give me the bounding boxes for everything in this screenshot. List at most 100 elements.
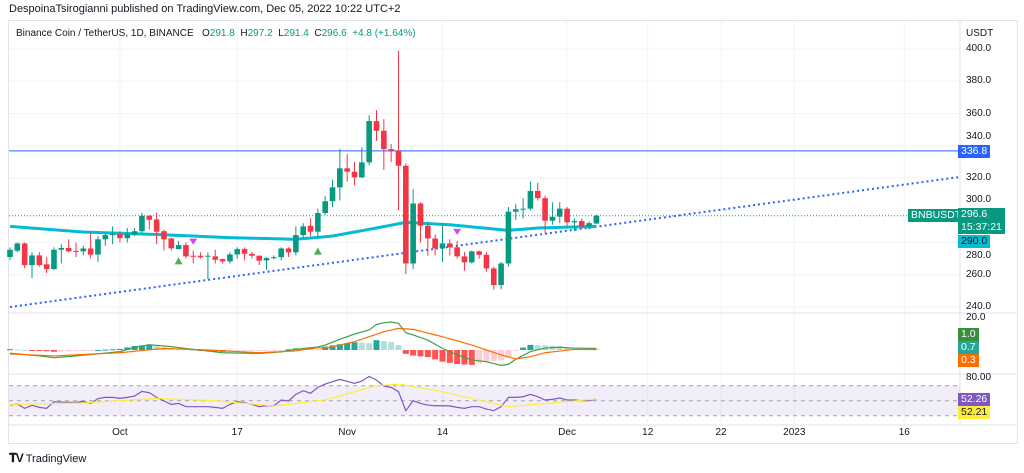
candle-body: [344, 168, 350, 172]
candle-body: [432, 238, 438, 249]
macd-histogram-bar: [28, 350, 35, 351]
signal-line: [9, 327, 597, 360]
candle-body: [395, 150, 402, 166]
time-tick-label: Nov: [338, 427, 357, 438]
open-label: O: [202, 28, 210, 39]
symbol-name: Binance Coin / TetherUS, 1D, BINANCE: [16, 28, 194, 39]
macd-histogram-bar: [373, 340, 380, 350]
macd-histogram-bar: [190, 349, 197, 351]
candle-body: [161, 231, 167, 240]
time-tick-label: 17: [231, 427, 243, 438]
candle-body: [351, 171, 358, 178]
candle-body: [549, 216, 556, 221]
macd-axis-top: 20.0: [966, 312, 986, 323]
candle-body: [205, 255, 211, 257]
candle-body: [65, 247, 72, 252]
candle-body: [197, 255, 204, 258]
low-label: L: [278, 28, 284, 39]
time-tick-label: 22: [715, 427, 727, 438]
time-tick-label: 12: [642, 427, 654, 438]
macd-histogram-bar: [468, 350, 475, 365]
open-value: 291.8: [209, 28, 235, 39]
candle-body: [425, 225, 431, 239]
time-tick-label: 14: [436, 427, 449, 438]
macd-histogram-bar: [358, 342, 365, 350]
candle-body: [315, 212, 321, 232]
candle-body: [102, 235, 109, 240]
candle-body: [183, 245, 189, 257]
candle-body: [95, 239, 101, 255]
ema-price-tag: 290.0: [958, 235, 991, 248]
close-value: 296.6: [321, 28, 347, 39]
tv-logo-icon: 𝐓V: [9, 451, 24, 465]
time-tick-label: 2023: [783, 427, 806, 438]
candle-body: [373, 121, 380, 131]
price-tick-label: 380.0: [966, 75, 992, 87]
signal-value-tag: 0.3: [958, 354, 979, 367]
candle-body: [366, 121, 372, 163]
macd-histogram-bar: [380, 341, 387, 350]
sell-signal-triangle: [189, 238, 198, 245]
symbol-legend: Binance Coin / TetherUS, 1D, BINANCE O29…: [16, 28, 416, 39]
macd-line: [9, 321, 597, 366]
candle-body: [476, 251, 482, 255]
candle-body: [7, 249, 13, 258]
candle-body: [403, 165, 409, 264]
macd-histogram-bar: [36, 350, 43, 351]
macd-histogram-bar: [520, 347, 527, 350]
candle-body: [87, 248, 94, 255]
footer-brand: TradingView: [25, 452, 87, 465]
high-value: 297.2: [247, 28, 273, 39]
macd-histogram-bar: [278, 350, 285, 351]
candle-body: [468, 251, 475, 263]
macd-histogram-bar: [564, 347, 571, 350]
chart-frame[interactable]: [8, 20, 1018, 444]
rsi-value-tag: 52.26: [958, 393, 991, 406]
rsi-line: [9, 375, 597, 412]
macd-histogram-bar: [454, 350, 461, 365]
macd-histogram-bar: [65, 350, 72, 352]
candle-body: [498, 263, 504, 286]
change-value: +4.8 (+1.64%): [352, 28, 416, 39]
buy-signal-triangle: [174, 257, 183, 265]
symbol-tag: BNBUSDT: [908, 209, 965, 222]
high-label: H: [240, 28, 248, 39]
candle-body: [168, 238, 175, 249]
macd-histogram-bar: [307, 349, 314, 351]
macd-histogram-bar: [146, 344, 153, 350]
candle-body: [329, 187, 336, 202]
macd-histogram-bar: [94, 349, 101, 351]
macd-histogram-bar: [14, 349, 21, 351]
macd-histogram-bar: [439, 350, 446, 362]
tradingview-logo[interactable]: 𝐓V TradingView: [9, 451, 86, 466]
candle-body: [219, 259, 226, 262]
candle-body: [542, 198, 548, 221]
last-price-tag: 296.6 15:37:21: [958, 208, 1005, 234]
candle-body: [564, 208, 570, 223]
candle-body: [109, 234, 116, 236]
candle-body: [410, 203, 416, 264]
candle-body: [300, 226, 306, 236]
candle-body: [80, 248, 87, 252]
candle-body: [285, 248, 292, 253]
time-tick-label: Oct: [112, 427, 128, 438]
macd-histogram-bar: [43, 350, 50, 352]
candle-body: [461, 256, 468, 263]
candle-body: [131, 231, 138, 235]
macd-histogram-bar: [116, 348, 123, 350]
macd-histogram-bar: [7, 349, 13, 351]
level-price-tag: 336.8: [958, 145, 991, 158]
price-tick-label: 280.0: [966, 250, 992, 261]
macd-histogram-bar: [80, 350, 87, 351]
macd-histogram-bar: [410, 350, 417, 356]
macd-histogram-bar: [432, 350, 439, 360]
candle-body: [337, 168, 343, 188]
macd-histogram-bar: [336, 344, 343, 350]
macd-histogram-bar: [102, 349, 109, 351]
macd-histogram-bar: [314, 349, 321, 351]
macd-histogram-bar: [476, 350, 483, 364]
candle-body: [520, 208, 526, 210]
macd-histogram-bar: [234, 350, 241, 352]
candle-body: [388, 149, 394, 151]
